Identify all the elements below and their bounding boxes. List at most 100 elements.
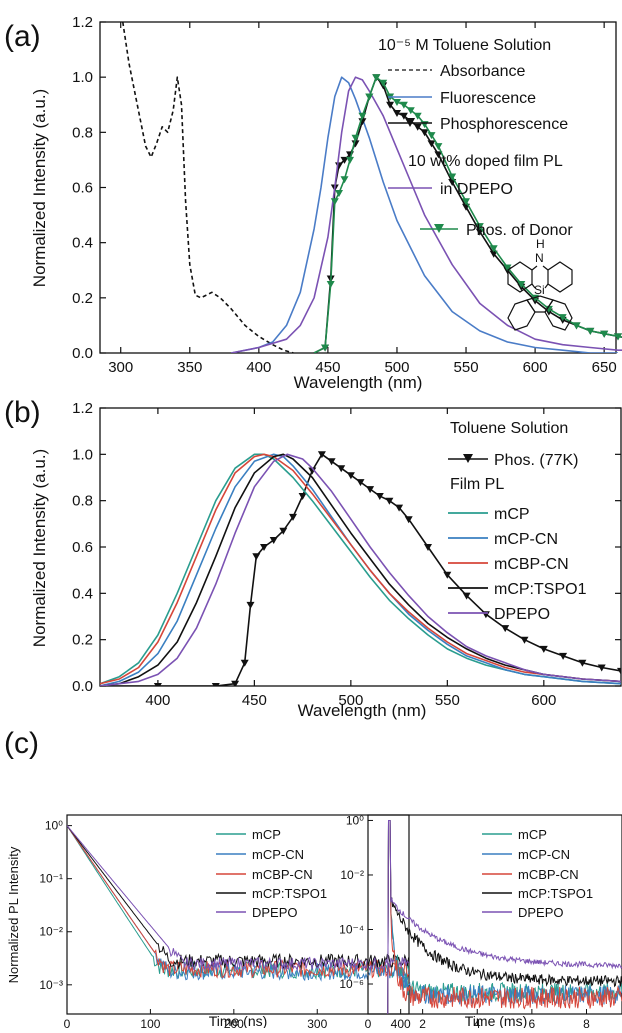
series-line-c-right-dpepo: [387, 820, 622, 1014]
x-tick-label: 300: [108, 359, 133, 376]
x-tick-label: 6: [529, 1017, 536, 1028]
y-tick-label: 0.8: [72, 124, 93, 141]
y-tick-label: 1.0: [72, 446, 93, 463]
data-point-b-phos-77k: [269, 537, 278, 544]
data-point-a-phos-of-donor: [340, 176, 349, 184]
y-tick-label: 0.2: [72, 632, 93, 649]
data-point-b-phos-77k: [424, 544, 432, 551]
legend-c-right-mcp-label: mCP: [518, 827, 547, 842]
series-line-b-mcp-tspo1: [100, 453, 621, 686]
molecule-bond: [531, 265, 538, 271]
y-tick-label: 10⁰: [45, 819, 63, 833]
data-point-a-phos-of-donor: [558, 314, 567, 322]
molecule-si-label: Si: [534, 283, 545, 297]
data-point-a-phos-of-donor: [517, 281, 526, 288]
x-tick-label: 600: [531, 692, 556, 709]
legend-a-film-title: 10 wt% doped film PL: [408, 153, 563, 170]
y-tick-label: 10⁻²: [340, 868, 364, 882]
y-tick-label: 10⁻³: [39, 978, 63, 992]
data-point-b-phos-77k: [240, 659, 249, 667]
series-c-right: [387, 820, 622, 1014]
legend-a-donor-label: Phos. of Donor: [466, 222, 573, 239]
legend-b-mcbpcn-label: mCBP-CN: [494, 556, 569, 573]
data-point-a-phos-of-donor: [427, 132, 436, 140]
data-point-b-phos-77k: [404, 516, 413, 524]
x-tick-label: 600: [523, 359, 548, 376]
data-point-a-phos-of-donor: [475, 223, 484, 231]
x-tick-label: 8: [583, 1017, 590, 1028]
data-point-b-phos-77k: [327, 458, 336, 466]
legend-c-left-dpepo-label: DPEPO: [252, 905, 298, 920]
series-line-a-absorbance: [121, 22, 294, 353]
y-tick-label: 0.4: [72, 585, 93, 602]
data-point-a-phos-of-donor: [420, 121, 429, 129]
data-point-a-phos-of-donor: [544, 305, 553, 313]
y-tick-label: 1.0: [72, 69, 93, 86]
x-tick-label: 100: [140, 1017, 160, 1028]
data-point-b-phos-77k: [539, 645, 548, 653]
legend-c-right-mcpcn-label: mCP-CN: [518, 847, 570, 862]
data-point-b-phos-77k: [559, 652, 568, 660]
molecule-h-label: H: [536, 237, 545, 251]
data-point-b-phos-77k: [231, 680, 240, 686]
data-point-a-phos-of-donor: [321, 344, 330, 352]
data-point-a-phos-of-donor: [365, 93, 374, 101]
plot-frame-c-left: [66, 814, 410, 1015]
data-point-b-phos-77k: [260, 544, 268, 551]
data-point-b-phos-77k: [308, 467, 317, 475]
x-axis-title-c-left: Time (ns): [209, 1013, 268, 1028]
molecule-bond: [544, 283, 549, 289]
series-line-c-right-mcbp-cn: [387, 820, 622, 1014]
series-line-b-mcp-cn: [100, 453, 621, 686]
data-point-b-phos-77k: [578, 659, 587, 667]
legend-a-phosphorescence-label: Phosphorescence: [440, 116, 568, 133]
x-tick-label: 500: [384, 359, 409, 376]
data-point-b-phos-77k: [211, 683, 220, 686]
data-point-a-phos-of-donor: [462, 198, 470, 206]
x-tick-label: 2: [419, 1017, 426, 1028]
legend-a-dpepo-label: in DPEPO: [440, 181, 513, 198]
data-point-b-phos-77k: [375, 493, 384, 500]
data-point-a-phosphorescence: [340, 156, 349, 164]
data-point-a-phosphorescence: [489, 250, 498, 258]
y-tick-label: 0.8: [72, 493, 93, 510]
data-point-b-phos-77k: [520, 636, 529, 644]
data-point-a-phos-of-donor: [614, 333, 622, 341]
data-point-a-phosphorescence: [393, 110, 401, 117]
data-point-a-phosphorescence: [335, 162, 343, 170]
data-point-a-phosphorescence: [351, 140, 360, 148]
data-point-b-phos-77k: [366, 486, 375, 494]
ticks-a: 3003504004505005506006507007500.00.20.40…: [72, 14, 617, 376]
data-point-a-phos-of-donor: [600, 330, 609, 338]
series-line-c-left-mcp-tspo1: [67, 825, 409, 970]
legend-b-phos-marker: [463, 454, 473, 463]
x-axis-title-a: Wavelength (nm): [294, 373, 423, 392]
molecule-ring-bottom-left: [507, 299, 536, 331]
y-tick-label: 10⁻¹: [39, 872, 63, 886]
series-line-b-dpepo: [100, 453, 621, 686]
data-point-b-phos-77k: [317, 451, 326, 459]
data-point-a-phosphorescence: [413, 123, 422, 131]
data-point-a-phos-of-donor: [372, 74, 381, 82]
data-point-b-phos-77k: [443, 571, 452, 579]
data-point-a-phos-of-donor: [448, 173, 457, 181]
series-line-b-mcbp-cn: [100, 453, 621, 685]
legend-b-mcpcn-label: mCP-CN: [494, 531, 558, 548]
data-point-b-phos-77k: [356, 479, 365, 487]
x-axis-title-c-right: Time (ms): [465, 1013, 527, 1028]
legend-c-left: mCP mCP-CN mCBP-CN mCP:TSPO1 DPEPO: [216, 827, 327, 920]
ticks-b: 400 450 500 550 600 0.0 0.2 0.4 0.6 0.8 1.0 1.2: [72, 400, 621, 709]
data-point-a-phosphorescence: [420, 129, 429, 137]
molecule-bond: [531, 283, 536, 289]
legend-c-right-dpepo-label: DPEPO: [518, 905, 564, 920]
y-axis-title-c: Normalized PL Intensity: [6, 846, 21, 983]
data-point-a-phos-of-donor: [358, 112, 367, 120]
y-tick-label: 0.4: [72, 235, 93, 252]
y-axis-title-a: Normalized Intensity (a.u.): [30, 89, 49, 287]
y-tick-label: 10⁻⁴: [339, 922, 364, 936]
y-tick-label: 0.0: [72, 345, 93, 362]
legend-b-mcp-label: mCP: [494, 506, 530, 523]
data-point-a-phosphorescence: [427, 140, 436, 148]
plot-frame-c-right: [367, 814, 622, 1015]
